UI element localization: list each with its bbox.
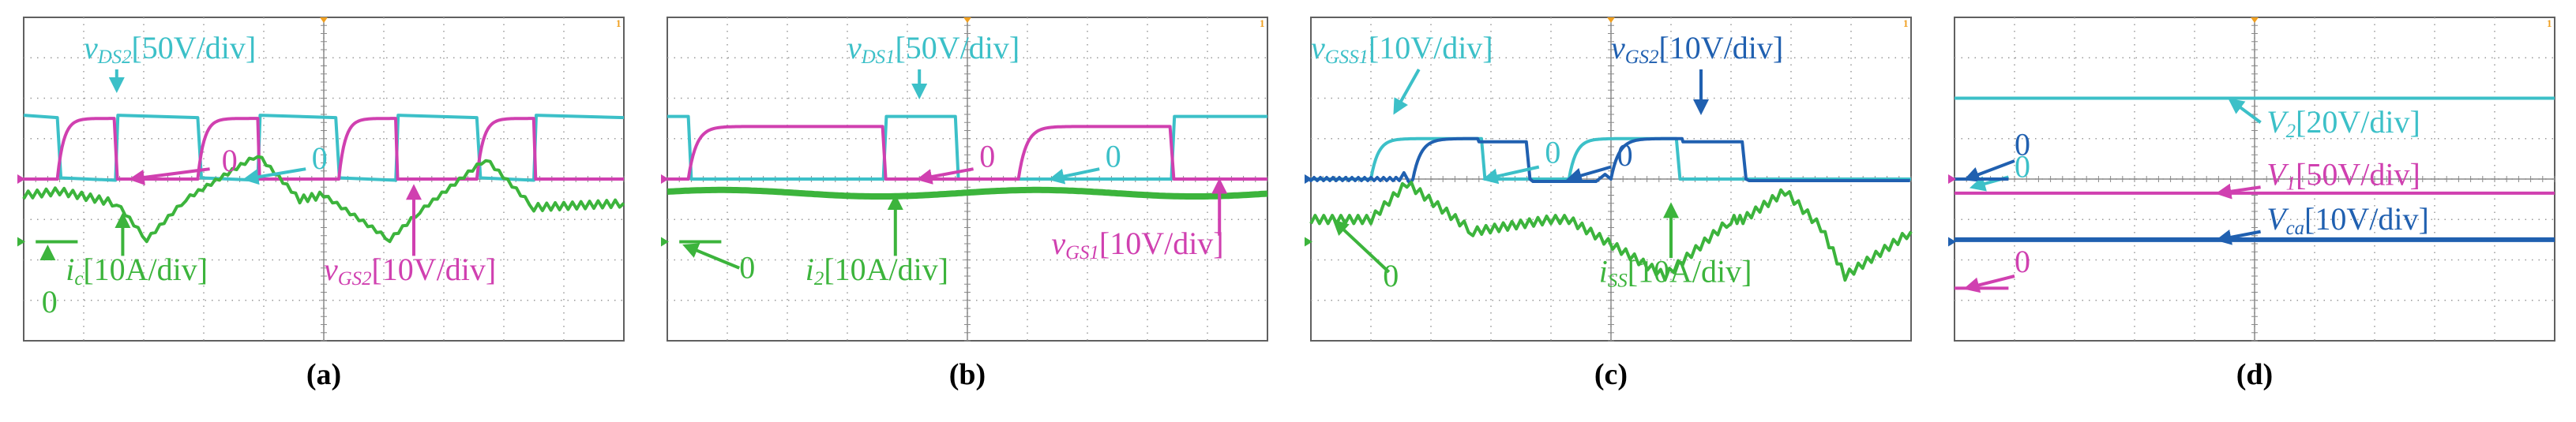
trigger-marker: 1 — [2547, 17, 2552, 29]
zero-label: 0 — [2015, 148, 2030, 184]
annotations: vGSS1[10V/div] vGS2[10V/div] iSS[10A/div] 0… — [1311, 30, 1783, 293]
label-iss: iSS[10A/div] — [1599, 254, 1752, 292]
label-vgss1: vGSS1[10V/div] — [1311, 30, 1493, 68]
label-v2: V2[20V/div] — [2266, 104, 2420, 142]
panel-c: 1 vGSS1[10V/div] vGS2[10V/div] iSS[10A/div]… — [1305, 17, 1913, 391]
waveforms — [667, 114, 1268, 200]
trace-vgs2-c — [1309, 136, 1910, 185]
zero-arrow — [1963, 159, 2015, 182]
label-arrow — [2228, 98, 2262, 124]
waveforms — [1955, 96, 2555, 242]
trigger-position-marker — [963, 17, 971, 23]
zero-arrow — [1963, 274, 2015, 293]
zero-label: 0 — [222, 143, 238, 178]
annotations: V2[20V/div]V1[50V/div]Vca[10V/div]000 — [1955, 98, 2429, 293]
panel-caption: (d) — [2236, 358, 2273, 391]
panel-caption: (b) — [949, 358, 986, 391]
label-ic: ic[10A/div] — [66, 252, 208, 289]
zero-label: 0 — [2015, 126, 2030, 162]
channel-ground-marker — [1948, 237, 1956, 247]
zero-arrow — [1565, 165, 1612, 184]
zero-arrow — [1332, 219, 1391, 274]
channel-ground-marker — [17, 237, 25, 247]
trace-vgs1 — [667, 125, 1267, 181]
channel-ground-marker — [1305, 174, 1312, 184]
zero-label: 0 — [1106, 139, 1121, 174]
trigger-position-marker — [320, 17, 328, 23]
zero-arrow — [1048, 167, 1100, 185]
annotations: vDS1[50V/div] i2[10A/div] vGS1[10V/div] 0 0 0 — [679, 30, 1228, 289]
scope-grid — [1954, 17, 2555, 342]
zero-arrow — [128, 167, 210, 185]
panel-caption: (a) — [306, 358, 341, 391]
zero-arrow — [1481, 165, 1540, 185]
channel-ground-marker — [1305, 237, 1312, 247]
zero-label: 0 — [312, 140, 328, 176]
zero-label: 0 — [2015, 244, 2030, 279]
zero-label: 0 — [979, 139, 995, 174]
channel-ground-marker — [661, 237, 669, 247]
label-vca: Vca[10V/div] — [2266, 201, 2429, 239]
label-v1: V1[50V/div] — [2266, 157, 2420, 195]
panel-a: 1 vDS2[50V/div] ic[10A/div] vGS2[10V/div] 0 0… — [17, 17, 625, 391]
label-arrow — [1393, 69, 1421, 115]
label-vds1: vDS1[50V/div] — [847, 30, 1020, 68]
panel-b: 1 vDS1[50V/div] i2[10A/div] vGS1[10V/div] 0 0… — [661, 17, 1268, 391]
channel-ground-marker — [661, 174, 669, 184]
trace-i2 — [667, 186, 1268, 200]
label-arrow — [2215, 183, 2261, 200]
trigger-marker: 1 — [1260, 17, 1265, 29]
trace-iss — [1309, 181, 1913, 282]
zero-arrow — [682, 243, 740, 270]
label-vds2: vDS2[50V/div] — [84, 30, 256, 68]
trigger-marker: 1 — [616, 17, 621, 29]
zero-arrow — [242, 167, 306, 185]
trace-vds2 — [23, 114, 625, 182]
trigger-position-marker — [1607, 17, 1615, 23]
annotations: vDS2[50V/div] ic[10A/div] vGS2[10V/div] 0 0 0 — [36, 30, 496, 319]
channel-ground-marker — [17, 174, 25, 184]
trigger-marker: 1 — [1903, 17, 1909, 29]
zero-label: 0 — [1545, 135, 1560, 170]
zero-label: 0 — [42, 284, 58, 319]
label-arrow — [2215, 230, 2261, 245]
trigger-position-marker — [2251, 17, 2259, 23]
panel-caption: (c) — [1594, 358, 1628, 391]
trace-vgs2 — [24, 117, 624, 181]
label-vgs2-c: vGS2[10V/div] — [1611, 30, 1783, 68]
panel-d: 1V2[20V/div]V1[50V/div]Vca[10V/div]000(d… — [1948, 17, 2555, 391]
zero-label: 0 — [739, 250, 755, 286]
label-vgs1: vGS1[10V/div] — [1051, 226, 1223, 263]
label-i2: i2[10A/div] — [805, 252, 948, 289]
label-vgs2: vGS2[10V/div] — [324, 252, 496, 289]
zero-label: 0 — [1617, 137, 1633, 173]
zero-label: 0 — [1383, 258, 1399, 293]
channel-ground-marker — [1948, 174, 1956, 184]
zero-arrow — [916, 167, 974, 185]
